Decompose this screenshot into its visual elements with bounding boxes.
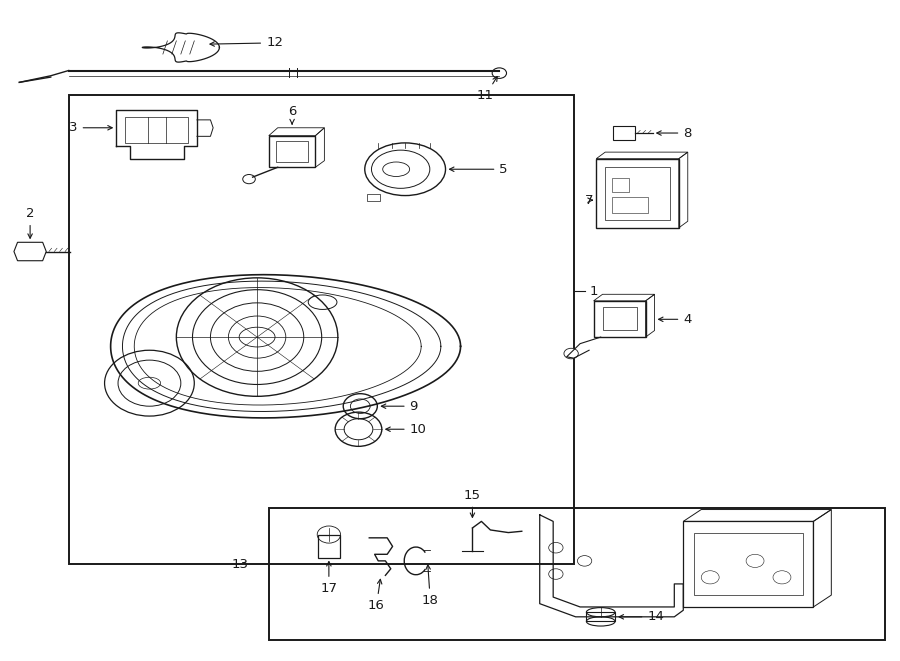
Bar [683, 522, 814, 607]
Bar [269, 508, 886, 640]
Bar [276, 141, 308, 162]
Text: 11: 11 [477, 77, 497, 102]
Text: 2: 2 [26, 207, 34, 238]
Bar [125, 116, 188, 143]
Bar [68, 95, 574, 564]
Text: 13: 13 [231, 558, 248, 570]
Text: 6: 6 [288, 105, 296, 124]
Bar [612, 178, 628, 192]
Text: 8: 8 [657, 126, 692, 139]
Text: 4: 4 [659, 313, 692, 326]
Bar [694, 533, 803, 595]
Bar [613, 126, 634, 139]
Text: 18: 18 [422, 565, 438, 607]
Circle shape [243, 175, 256, 184]
Bar [602, 307, 636, 330]
Text: 16: 16 [368, 579, 385, 612]
Bar [269, 136, 315, 167]
Bar [594, 301, 645, 337]
Text: 7: 7 [585, 194, 594, 207]
Bar [366, 194, 380, 201]
Bar [318, 535, 339, 558]
Text: 17: 17 [320, 562, 338, 595]
Circle shape [564, 348, 579, 359]
Text: 3: 3 [69, 121, 112, 134]
Text: 1: 1 [590, 284, 598, 297]
Text: 9: 9 [382, 400, 418, 412]
Text: 12: 12 [210, 36, 284, 50]
Text: 14: 14 [619, 610, 664, 623]
Bar [587, 612, 615, 621]
Bar [605, 167, 670, 220]
Bar [612, 197, 648, 214]
Text: 5: 5 [449, 163, 508, 176]
Ellipse shape [239, 327, 275, 347]
Bar [596, 159, 679, 228]
Text: 15: 15 [464, 488, 481, 518]
Ellipse shape [139, 377, 160, 389]
Text: 10: 10 [386, 423, 427, 436]
